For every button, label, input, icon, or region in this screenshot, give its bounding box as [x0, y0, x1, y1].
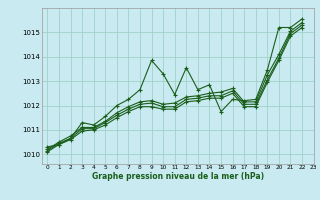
X-axis label: Graphe pression niveau de la mer (hPa): Graphe pression niveau de la mer (hPa)	[92, 172, 264, 181]
